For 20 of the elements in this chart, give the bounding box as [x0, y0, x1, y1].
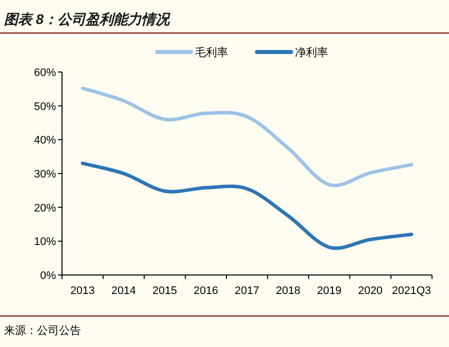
- title: 图表 8：公司盈利能力情况: [4, 11, 170, 27]
- y-tick-label: 20%: [34, 202, 56, 214]
- y-tick-label: 10%: [34, 236, 56, 248]
- y-tick-label: 60%: [34, 67, 56, 79]
- x-tick-label: 2018: [276, 285, 300, 297]
- y-tick-label: 0%: [40, 270, 56, 282]
- x-tick-label: 2016: [194, 285, 218, 297]
- y-tick-label: 50%: [34, 100, 56, 113]
- legend-label: 毛利率: [195, 46, 228, 59]
- x-tick-label: 2020: [358, 285, 383, 297]
- x-tick-label: 2021Q3: [392, 285, 432, 297]
- y-tick-label: 40%: [34, 134, 56, 147]
- legend-label: 净利率: [295, 46, 328, 59]
- y-tick-label: 30%: [34, 168, 56, 180]
- annotation: 来源：公司公告: [4, 325, 81, 337]
- x-tick-label: 2014: [111, 285, 136, 297]
- x-tick-label: 2017: [234, 285, 260, 297]
- x-tick-label: 2019: [316, 285, 342, 297]
- x-tick-label: 2015: [152, 285, 178, 297]
- x-tick-label: 2013: [70, 285, 95, 297]
